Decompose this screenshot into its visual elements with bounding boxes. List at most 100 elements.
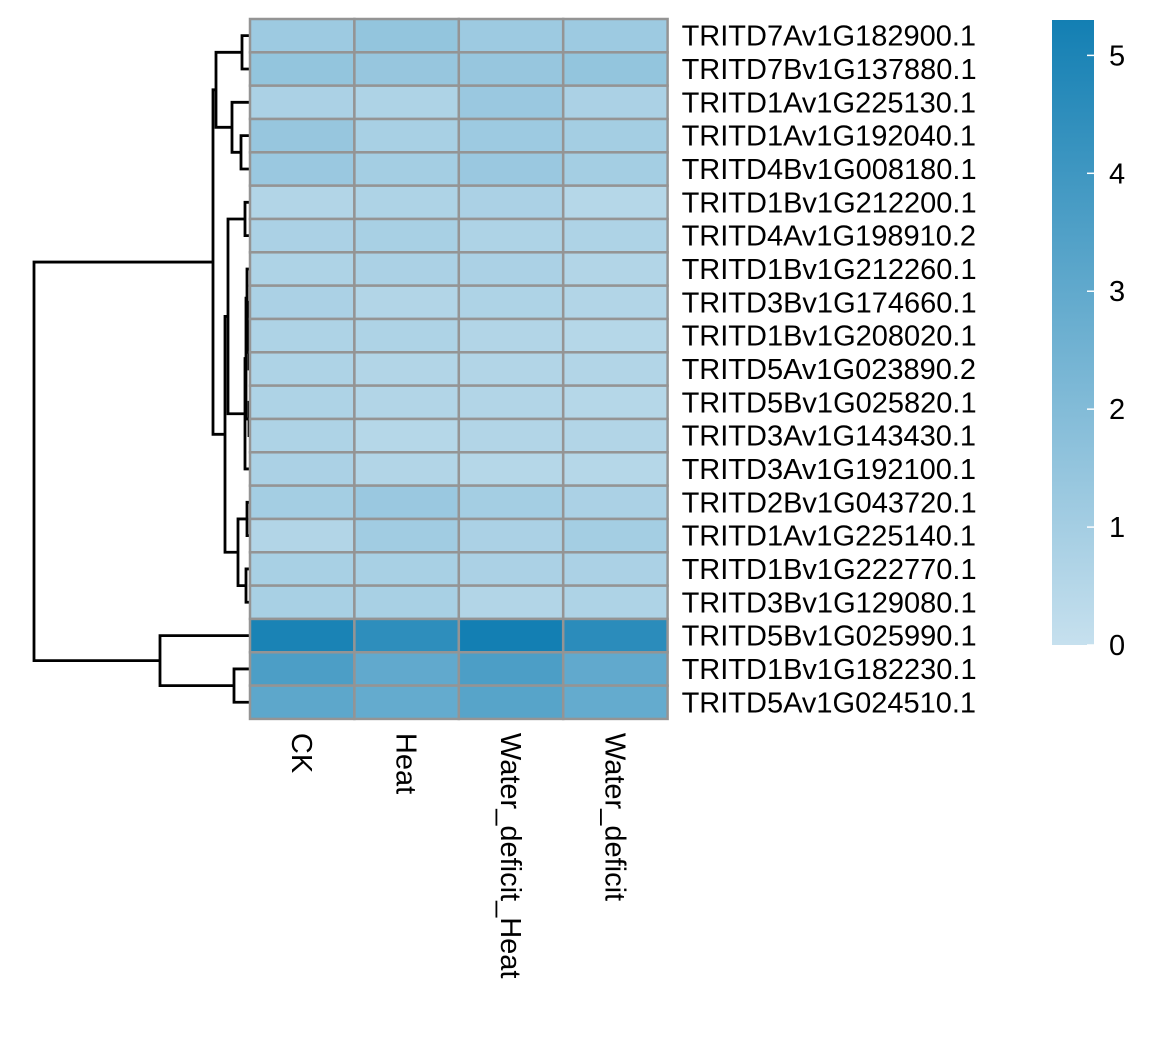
heatmap-cell xyxy=(248,484,356,521)
legend-tick-label: 4 xyxy=(1109,158,1125,190)
heatmap-cell xyxy=(561,551,669,587)
heatmap-cell xyxy=(353,451,461,487)
heatmap-cell xyxy=(248,317,356,354)
heatmap-cell xyxy=(353,84,461,121)
row-label: TRITD1Bv1G182230.1 xyxy=(682,654,977,686)
heatmap-cell xyxy=(457,484,565,521)
row-label: TRITD1Av1G225130.1 xyxy=(682,87,976,119)
heatmap-cell xyxy=(353,17,461,54)
heatmap-cell xyxy=(353,551,461,587)
heatmap-cell xyxy=(248,384,356,421)
row-label: TRITD3Bv1G174660.1 xyxy=(682,287,977,319)
heatmap-cell xyxy=(561,17,669,54)
heatmap-cell xyxy=(353,417,461,454)
heatmap-cell xyxy=(457,151,565,187)
heatmap-cell xyxy=(561,684,669,721)
legend-tick-label: 5 xyxy=(1109,40,1125,72)
dendrogram-branch xyxy=(243,200,250,238)
heatmap-cell xyxy=(457,317,565,354)
heatmap-cell xyxy=(248,451,356,487)
row-label: TRITD4Av1G198910.2 xyxy=(682,221,976,253)
heatmap-cell xyxy=(353,317,461,354)
heatmap-cell xyxy=(457,84,565,121)
row-label: TRITD1Bv1G222770.1 xyxy=(682,554,977,586)
heatmap-cell xyxy=(248,84,356,121)
heatmap-cell xyxy=(561,317,669,354)
dendrogram-branch xyxy=(230,100,250,154)
heatmap-cell xyxy=(353,517,461,554)
row-label: TRITD7Bv1G137880.1 xyxy=(682,54,977,86)
heatmap-cell xyxy=(561,84,669,121)
heatmap-cell xyxy=(353,117,461,154)
heatmap-cell xyxy=(353,484,461,521)
heatmap-cell xyxy=(457,17,565,54)
row-label: TRITD1Av1G225140.1 xyxy=(682,521,976,553)
heatmap-cell xyxy=(248,251,356,287)
dendrogram-branch xyxy=(211,88,225,436)
heatmap-cells xyxy=(248,17,669,721)
heatmap-cell xyxy=(457,117,565,154)
column-label: Heat xyxy=(390,733,422,794)
dendrogram-branch xyxy=(244,567,250,604)
legend-tick-label: 2 xyxy=(1109,394,1125,426)
heatmap-cell xyxy=(457,251,565,287)
heatmap-cell xyxy=(457,651,565,687)
heatmap-cell xyxy=(353,584,461,621)
row-label: TRITD1Bv1G212260.1 xyxy=(682,254,977,286)
heatmap-cell xyxy=(457,517,565,554)
legend-tick-label: 3 xyxy=(1109,276,1125,308)
dendrogram-branch xyxy=(240,34,250,71)
heatmap-cell xyxy=(248,51,356,87)
heatmap-cell xyxy=(457,384,565,421)
dendrogram-branch xyxy=(239,134,250,171)
color-legend: 0 1 2 3 4 5 xyxy=(1052,20,1125,662)
heatmap-cell xyxy=(561,517,669,554)
heatmap-cell xyxy=(248,151,356,187)
heatmap-cell xyxy=(561,451,669,487)
heatmap-cell xyxy=(248,217,356,254)
heatmap-cell xyxy=(561,651,669,687)
row-label: TRITD1Av1G192040.1 xyxy=(682,121,976,153)
row-label: TRITD1Bv1G212200.1 xyxy=(682,187,977,219)
heatmap-cell xyxy=(353,151,461,187)
heatmap-cell xyxy=(248,617,356,654)
heatmap-cell xyxy=(248,17,356,54)
heatmap-cell xyxy=(457,451,565,487)
column-label: CK xyxy=(285,733,317,774)
heatmap-cell xyxy=(561,117,669,154)
row-label: TRITD5Bv1G025820.1 xyxy=(682,387,977,419)
row-label: TRITD3Av1G143430.1 xyxy=(682,421,976,453)
heatmap-cell xyxy=(561,384,669,421)
row-label: TRITD5Av1G024510.1 xyxy=(682,687,976,719)
heatmap-cell xyxy=(248,651,356,687)
heatmap-cell xyxy=(248,584,356,621)
heatmap-cell xyxy=(457,284,565,321)
heatmap-cell xyxy=(561,251,669,287)
heatmap-cell xyxy=(353,684,461,721)
row-label: TRITD5Bv1G025990.1 xyxy=(682,621,977,653)
heatmap-cell xyxy=(353,384,461,421)
heatmap-cell xyxy=(561,184,669,221)
heatmap-cell xyxy=(353,251,461,287)
dendrogram-branch xyxy=(214,50,242,129)
heatmap-cell xyxy=(457,51,565,87)
heatmap-cell xyxy=(353,651,461,687)
heatmap-cell xyxy=(457,351,565,387)
column-labels: CK Heat Water_deficit_Heat Water_deficit xyxy=(285,733,630,979)
row-label: TRITD4Bv1G008180.1 xyxy=(682,154,977,186)
row-label: TRITD7Av1G182900.1 xyxy=(682,21,976,53)
dendrogram-branch xyxy=(236,517,247,588)
heatmap-cell xyxy=(457,551,565,587)
heatmap-cell xyxy=(457,217,565,254)
heatmap-cell xyxy=(561,417,669,454)
dendrogram-branch xyxy=(32,260,213,662)
heatmap-cell xyxy=(248,417,356,454)
legend-tick-label: 1 xyxy=(1109,512,1125,544)
heatmap-cell xyxy=(353,617,461,654)
row-label: TRITD1Bv1G208020.1 xyxy=(682,321,977,353)
heatmap-cell xyxy=(353,184,461,221)
row-labels: TRITD7Av1G182900.1TRITD7Bv1G137880.1TRIT… xyxy=(682,21,977,720)
heatmap-cell xyxy=(457,184,565,221)
dendrogram-branch xyxy=(158,634,250,687)
